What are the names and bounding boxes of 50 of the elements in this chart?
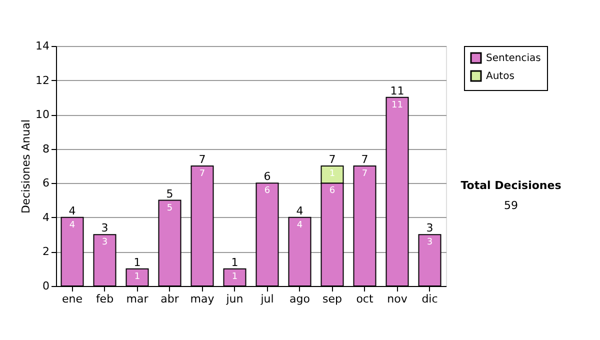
y-tick-label: 6 (42, 176, 50, 190)
data-label: 11 (392, 100, 403, 110)
text: Total Decisiones (460, 179, 562, 192)
x-tick-label: sep (322, 292, 342, 306)
data-label: 3 (102, 238, 108, 248)
x-tick-label: ene (62, 292, 83, 306)
x-tick-label: dic (422, 292, 438, 306)
total-label: 3 (101, 222, 108, 235)
data-label: 7 (362, 169, 368, 179)
total-label: 4 (296, 204, 304, 218)
x-tick-label: feb (96, 292, 114, 306)
data-label: 4 (296, 220, 303, 230)
total-label: 5 (166, 187, 174, 200)
total-label: 4 (68, 204, 76, 218)
x-tick-label: nov (387, 292, 408, 306)
data-label: 1 (134, 272, 140, 282)
data-label: 6 (329, 186, 336, 196)
total-label: 7 (361, 153, 368, 166)
data-label: 7 (199, 169, 206, 179)
x-tick-label: abr (160, 292, 180, 306)
y-axis-title: Decisiones Anual (20, 119, 33, 214)
x-tick-label: jul (260, 292, 274, 306)
data-label: 1 (232, 272, 238, 282)
y-tick-label: 4 (42, 210, 50, 224)
data-label: 3 (426, 238, 433, 248)
y-tick-label: 8 (42, 142, 50, 156)
x-tick-label: jun (225, 292, 244, 306)
x-tick-label: oct (356, 292, 374, 306)
total-label: 11 (390, 84, 404, 98)
text: 59 (504, 199, 518, 212)
legend-label: Sentencias (486, 53, 541, 64)
data-label: 1 (329, 169, 336, 179)
total-label: 7 (328, 153, 336, 166)
y-tick-label: 2 (42, 245, 50, 258)
data-label: 6 (264, 186, 270, 196)
total-label: 7 (198, 153, 206, 166)
data-label: 5 (166, 203, 173, 214)
x-tick-label: mar (126, 292, 149, 306)
total-label: 1 (134, 256, 141, 269)
data-label: 4 (69, 220, 76, 230)
y-tick-label: 0 (42, 280, 50, 292)
total-label: 3 (426, 222, 434, 235)
x-tick-label: ago (290, 292, 310, 306)
legend-label: Autos (486, 71, 514, 82)
y-tick-label: 10 (36, 108, 50, 122)
y-tick-label: 12 (36, 74, 50, 87)
x-tick-label: may (190, 292, 215, 306)
total-label: 1 (231, 256, 238, 269)
y-tick-label: 14 (36, 40, 50, 52)
total-label: 6 (264, 170, 271, 184)
